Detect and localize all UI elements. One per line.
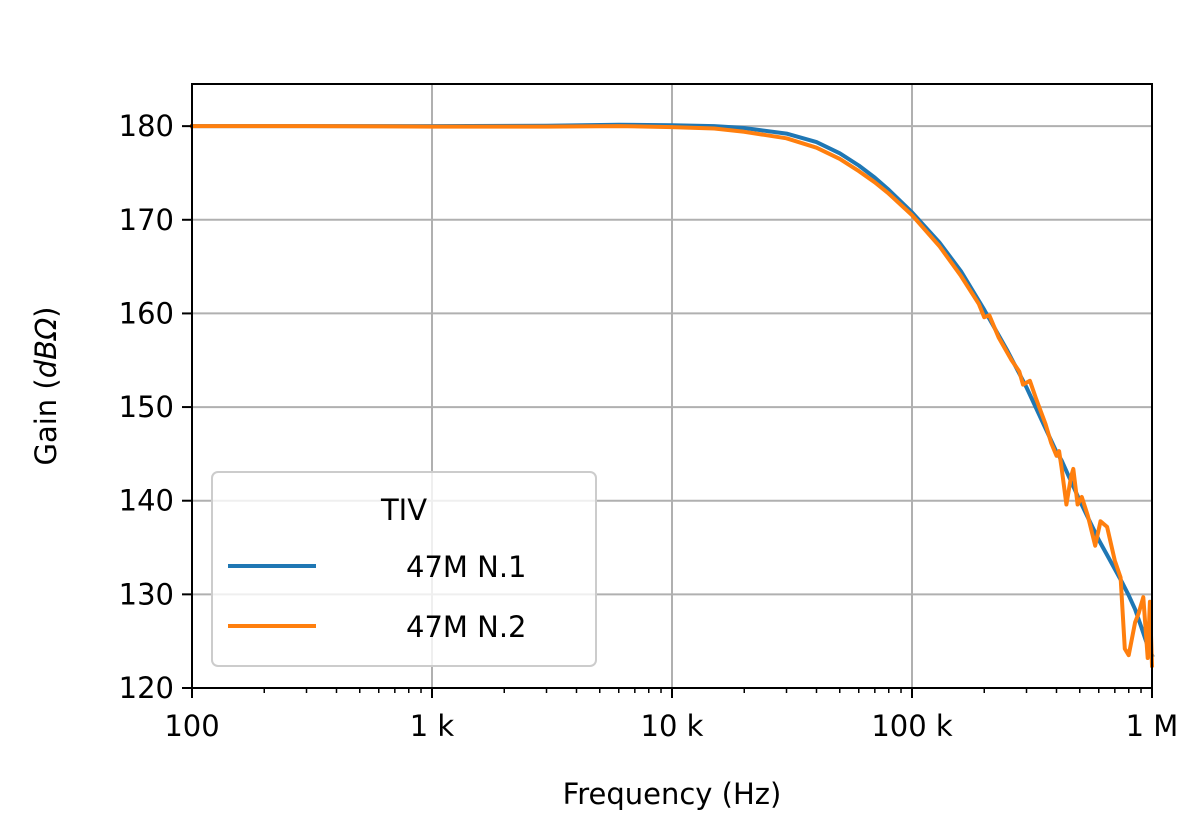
legend-box bbox=[211, 471, 597, 667]
y-tick-label: 160 bbox=[119, 296, 174, 330]
x-axis-title: Frequency (Hz) bbox=[563, 777, 782, 811]
x-tick-label: 100 bbox=[164, 709, 219, 743]
y-tick-label: 130 bbox=[119, 577, 174, 611]
y-axis-title-prefix: Gain ( bbox=[29, 378, 63, 465]
y-tick-label: 140 bbox=[119, 484, 174, 518]
legend-label-47m-n2: 47M N.2 bbox=[406, 610, 527, 644]
y-axis-title-suffix: ) bbox=[29, 306, 63, 317]
x-tick-label: 1 k bbox=[410, 709, 455, 743]
x-tick-label: 100 k bbox=[871, 709, 953, 743]
series-line-47m-n-2 bbox=[190, 124, 1155, 668]
y-tick-label: 120 bbox=[119, 671, 174, 705]
legend-title: TIV bbox=[380, 493, 427, 527]
legend: TIV 47M N.1 47M N.2 bbox=[211, 471, 597, 667]
y-tick-label: 170 bbox=[119, 203, 174, 237]
x-tick-label: 10 k bbox=[641, 709, 704, 743]
x-tick-label: 1 M bbox=[1126, 709, 1179, 743]
y-tick-label: 180 bbox=[119, 109, 174, 143]
y-axis-title-unit: dBΩ bbox=[29, 318, 63, 378]
legend-label-47m-n1: 47M N.1 bbox=[406, 550, 527, 584]
axis-ticks: 100 1 k 10 k 100 k 1 M 120 130 140 150 160 170 180 bbox=[119, 109, 1179, 743]
y-tick-label: 150 bbox=[119, 390, 174, 424]
minor-ticks bbox=[263, 688, 1142, 693]
y-axis-title: Gain (dBΩ) bbox=[29, 306, 63, 465]
series-lines bbox=[190, 122, 1155, 668]
